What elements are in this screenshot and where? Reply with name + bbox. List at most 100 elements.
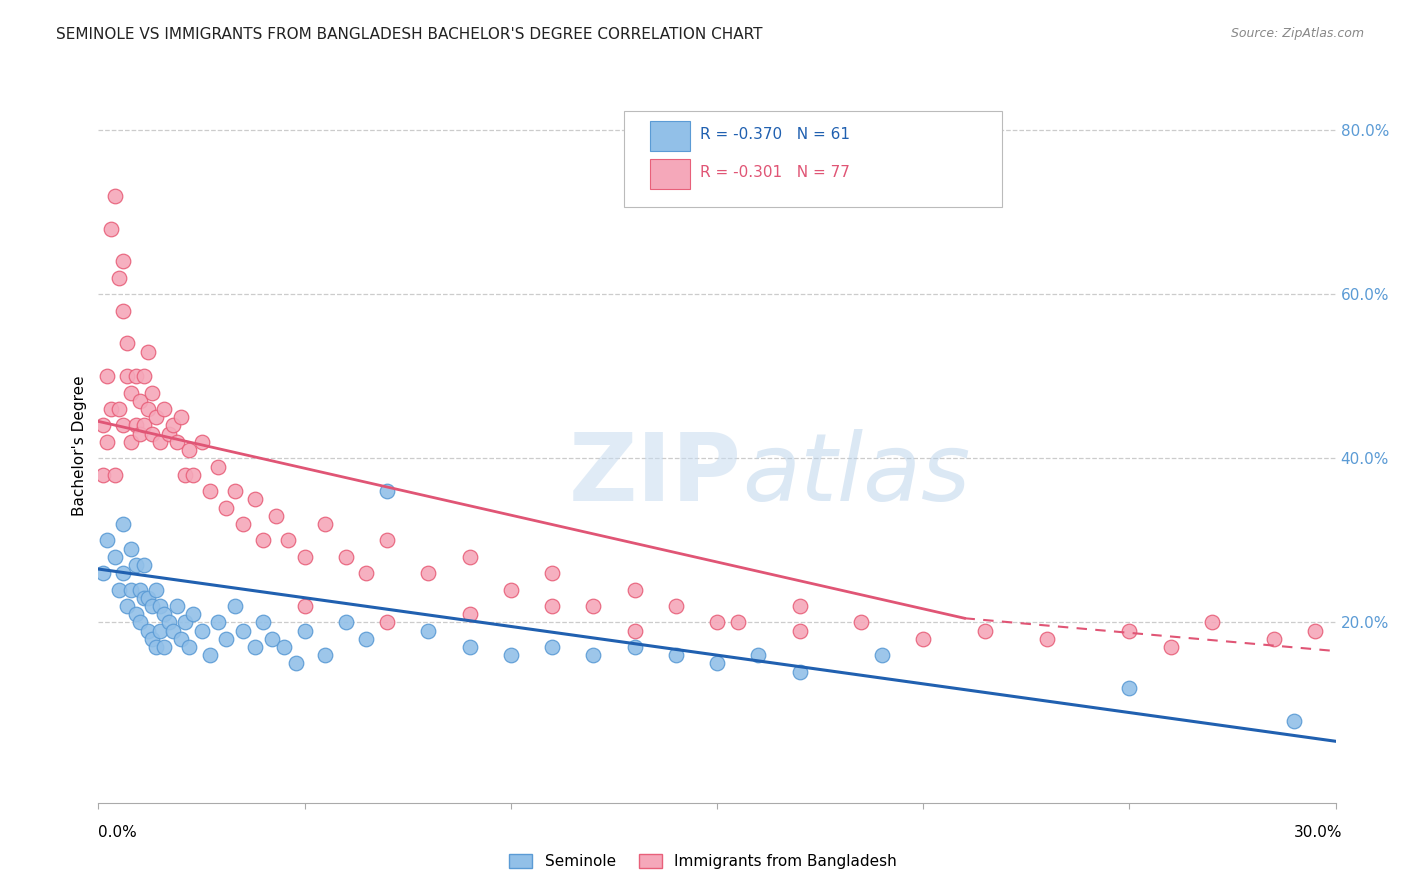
Point [157, 426, 180, 441]
Point [215, 500, 238, 515]
Point [706, 657, 728, 671]
Point [789, 624, 811, 638]
Point [120, 385, 142, 400]
FancyBboxPatch shape [650, 121, 690, 152]
Point [1201, 615, 1223, 630]
Point [96, 369, 118, 384]
Point [623, 640, 645, 654]
Point [136, 624, 159, 638]
Point [458, 607, 481, 622]
Point [375, 484, 398, 499]
Point [153, 640, 176, 654]
Point [166, 599, 188, 613]
Point [132, 558, 155, 572]
Point [1263, 632, 1285, 646]
Point [91, 467, 114, 482]
Point [706, 615, 728, 630]
Point [120, 541, 142, 556]
Point [243, 640, 266, 654]
Point [294, 549, 316, 564]
Point [117, 336, 139, 351]
Point [112, 303, 135, 318]
Point [136, 591, 159, 605]
Point [149, 434, 172, 449]
Point [207, 459, 229, 474]
Point [149, 624, 172, 638]
Point [260, 632, 283, 646]
Point [375, 615, 398, 630]
Point [294, 624, 316, 638]
Point [215, 632, 238, 646]
Point [499, 582, 522, 597]
Point [128, 393, 150, 408]
Point [198, 484, 221, 499]
Point [162, 624, 184, 638]
Y-axis label: Bachelor's Degree: Bachelor's Degree [72, 376, 87, 516]
Point [277, 533, 299, 548]
Text: atlas: atlas [742, 429, 970, 520]
Point [335, 615, 357, 630]
Point [252, 615, 274, 630]
Point [128, 615, 150, 630]
Point [356, 632, 378, 646]
Point [665, 599, 688, 613]
Point [100, 221, 122, 235]
Point [747, 648, 769, 662]
Point [108, 270, 131, 285]
Point [96, 434, 118, 449]
Point [170, 410, 193, 425]
Point [153, 607, 176, 622]
Point [458, 549, 481, 564]
Point [157, 615, 180, 630]
Point [153, 402, 176, 417]
Point [582, 599, 605, 613]
Legend: Seminole, Immigrants from Bangladesh: Seminole, Immigrants from Bangladesh [503, 847, 903, 875]
Point [104, 467, 127, 482]
Point [128, 426, 150, 441]
Point [162, 418, 184, 433]
Text: R = -0.301   N = 77: R = -0.301 N = 77 [700, 165, 849, 180]
Point [224, 484, 246, 499]
Point [243, 492, 266, 507]
Point [120, 434, 142, 449]
Point [174, 615, 197, 630]
Point [91, 566, 114, 581]
Point [100, 402, 122, 417]
Point [132, 591, 155, 605]
Point [141, 632, 163, 646]
Point [136, 344, 159, 359]
Point [181, 607, 204, 622]
Point [375, 533, 398, 548]
Point [541, 640, 564, 654]
Point [789, 665, 811, 679]
Point [335, 549, 357, 564]
Point [108, 402, 131, 417]
Point [141, 599, 163, 613]
Point [181, 467, 204, 482]
Point [91, 418, 114, 433]
Point [974, 624, 997, 638]
Point [141, 385, 163, 400]
Point [145, 410, 167, 425]
Point [124, 607, 146, 622]
Point [112, 516, 135, 531]
Point [136, 402, 159, 417]
Point [851, 615, 873, 630]
Point [252, 533, 274, 548]
Point [132, 369, 155, 384]
Point [149, 599, 172, 613]
Point [124, 558, 146, 572]
Point [117, 599, 139, 613]
Point [1303, 624, 1326, 638]
Point [232, 624, 254, 638]
Point [112, 418, 135, 433]
Point [112, 254, 135, 268]
Point [174, 467, 197, 482]
Point [582, 648, 605, 662]
Point [198, 648, 221, 662]
Point [190, 434, 212, 449]
Point [166, 434, 188, 449]
Point [285, 657, 308, 671]
Point [314, 516, 336, 531]
Point [170, 632, 193, 646]
